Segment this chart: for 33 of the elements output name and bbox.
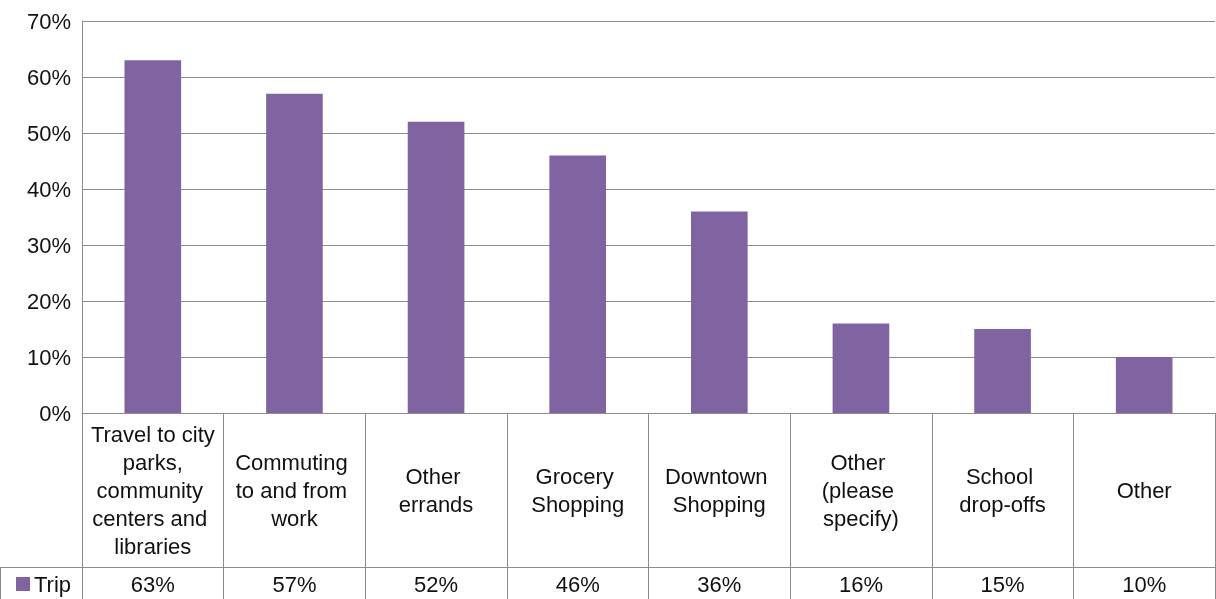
- data-label: 10%: [1122, 571, 1167, 597]
- y-tick-label: 10%: [26, 344, 71, 370]
- data-label: 36%: [697, 571, 742, 597]
- y-tick-label: 20%: [26, 288, 71, 314]
- x-tick-label: Downtown Shopping: [664, 463, 774, 517]
- bar: [124, 60, 182, 413]
- data-label: 57%: [272, 571, 317, 597]
- y-tick-label: 0%: [39, 400, 71, 426]
- data-label: 46%: [555, 571, 600, 597]
- y-tick-label: 50%: [26, 120, 71, 146]
- bar: [974, 329, 1031, 413]
- legend-label: Trip: [34, 571, 72, 597]
- y-tick-label: 40%: [26, 176, 71, 202]
- data-label: 63%: [130, 571, 175, 597]
- y-tick-label: 30%: [26, 232, 71, 258]
- x-tick-label: School drop-offs: [959, 463, 1046, 517]
- x-tick-label: Other: [1116, 477, 1172, 503]
- bar: [266, 93, 323, 413]
- data-label: 15%: [980, 571, 1025, 597]
- y-tick-label: 60%: [26, 64, 71, 90]
- bar: [407, 121, 465, 413]
- x-tick-label: Grocery Shopping: [531, 463, 625, 517]
- x-tick-label: Other errands: [398, 463, 474, 517]
- y-tick-label: 70%: [26, 8, 71, 34]
- bar: [549, 155, 607, 413]
- x-tick-label: Travel to city parks, community centers and libraries: [90, 421, 215, 559]
- x-tick-label: Commuting to and from work: [235, 449, 354, 531]
- bar: [1115, 357, 1173, 413]
- bar: [832, 323, 890, 413]
- data-label: 52%: [414, 571, 459, 597]
- data-label: 16%: [838, 571, 883, 597]
- bar: [690, 211, 748, 413]
- x-tick-label: Other (please specify): [821, 449, 901, 531]
